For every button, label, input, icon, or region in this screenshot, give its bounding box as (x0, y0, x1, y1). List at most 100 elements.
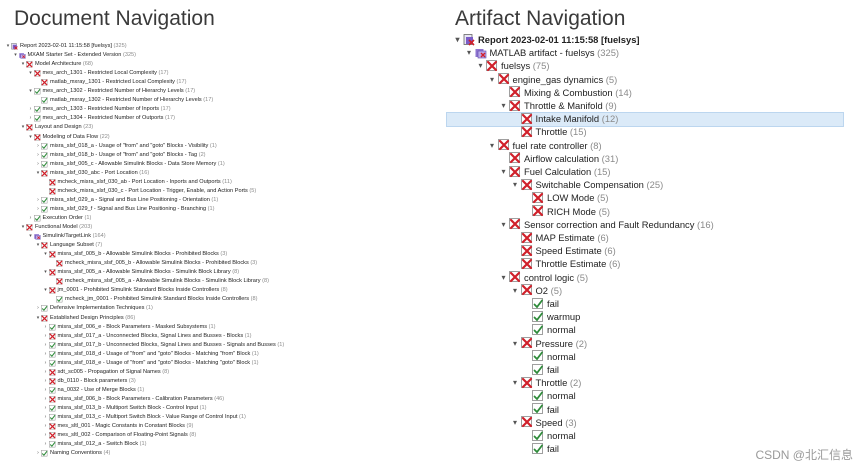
tree-node[interactable]: MAP Estimate (6) (510, 231, 609, 244)
tree-node[interactable]: ▾ Model Architecture (68) (20, 60, 93, 69)
tree-node[interactable]: normal (521, 389, 578, 402)
tree-node[interactable]: ▾ mes_arch_1301 - Restricted Local Comple… (28, 69, 168, 78)
tree-node[interactable]: › sdt_sc005 - Propagation of Signal Names… (43, 368, 169, 377)
tree-node[interactable]: ▾ Report 2023-02-01 11:15:58 [fuelsys] (452, 33, 642, 46)
collapsed-chevron-icon[interactable]: › (29, 106, 32, 113)
tree-node[interactable]: Mixing & Combustion (14) (498, 86, 632, 99)
expanded-chevron-icon[interactable]: ▾ (501, 167, 506, 177)
expanded-chevron-icon[interactable]: ▾ (29, 133, 32, 140)
tree-node[interactable]: fail (521, 442, 562, 455)
collapsed-chevron-icon[interactable]: › (29, 214, 32, 221)
expanded-chevron-icon[interactable]: ▾ (44, 287, 47, 294)
tree-node[interactable]: › misra_slsf_029_f - Signal and Bus Line … (35, 205, 215, 214)
collapsed-chevron-icon[interactable]: › (44, 350, 47, 357)
tree-node[interactable]: Throttle Estimate (6) (510, 257, 620, 270)
tree-node[interactable]: › misra_slsf_018_d - Usage of "from" and … (43, 350, 259, 359)
expanded-chevron-icon[interactable]: ▾ (512, 417, 517, 427)
tree-node[interactable]: warmup (521, 310, 583, 323)
collapsed-chevron-icon[interactable]: › (44, 395, 47, 402)
tree-node[interactable]: ▾ misra_slsf_005_a - Allowable Simulink B… (43, 268, 239, 277)
expanded-chevron-icon[interactable]: ▾ (512, 180, 517, 190)
tree-node[interactable]: › Execution Order (1) (28, 214, 91, 223)
tree-node[interactable]: ▾ fuel rate controller (8) (487, 139, 602, 152)
tree-node[interactable]: ▾ Simulink/TargetLink (164) (28, 232, 106, 241)
tree-node[interactable]: normal (521, 323, 578, 336)
tree-node[interactable]: ▾ misra_slsf_005_b - Allowable Simulink B… (43, 250, 227, 259)
tree-node[interactable]: mcheck_misra_slsf_005_b - Allowable Simu… (50, 259, 257, 268)
collapsed-chevron-icon[interactable]: › (44, 386, 47, 393)
tree-node[interactable]: fail (521, 363, 562, 376)
collapsed-chevron-icon[interactable]: › (44, 368, 47, 375)
expanded-chevron-icon[interactable]: ▾ (501, 219, 506, 229)
tree-node[interactable]: ▾ Established Design Principles (86) (35, 314, 135, 323)
expanded-chevron-icon[interactable]: ▾ (478, 61, 483, 71)
expanded-chevron-icon[interactable]: ▾ (512, 378, 517, 388)
tree-node[interactable]: mcheck_misra_slsf_030_ab - Port Location… (43, 178, 232, 187)
collapsed-chevron-icon[interactable]: › (37, 160, 39, 167)
collapsed-chevron-icon[interactable]: › (44, 414, 47, 421)
tree-node[interactable]: ▾ Report 2023-02-01 11:15:58 [fuelsys] (3… (5, 42, 127, 51)
tree-node[interactable]: ▾ Throttle & Manifold (9) (498, 99, 617, 112)
tree-node[interactable]: ▾ MATLAB artifact - fuelsys (325) (464, 46, 619, 59)
tree-node[interactable]: › misra_slsf_005_c - Allowable Simulink B… (35, 160, 225, 169)
tree-node[interactable]: normal (521, 350, 578, 363)
collapsed-chevron-icon[interactable]: › (44, 341, 47, 348)
tree-node[interactable]: normal (521, 429, 578, 442)
collapsed-chevron-icon[interactable]: › (44, 423, 47, 430)
tree-node[interactable]: ▾ MXAM Starter Set - Extended Version (32… (13, 51, 136, 60)
tree-node[interactable]: ▾ Functional Model (203) (20, 223, 92, 232)
tree-node[interactable]: RICH Mode (5) (521, 205, 610, 218)
tree-node[interactable]: ▾ Switchable Compensation (25) (510, 178, 663, 191)
tree-node[interactable]: Speed Estimate (6) (510, 244, 616, 257)
tree-node[interactable]: fail (521, 297, 562, 310)
expanded-chevron-icon[interactable]: ▾ (501, 272, 506, 282)
tree-node[interactable]: ▾ fuelsys (75) (475, 59, 549, 72)
expanded-chevron-icon[interactable]: ▾ (501, 101, 506, 111)
tree-node[interactable]: ▾ Speed (3) (510, 416, 577, 429)
collapsed-chevron-icon[interactable]: › (44, 323, 47, 330)
tree-node[interactable]: › misra_slsf_017_a - Unconnected Blocks, … (43, 332, 252, 341)
tree-node[interactable]: › mes_arch_1303 - Restricted Number of In… (28, 105, 171, 114)
tree-node[interactable]: › mes_arch_1304 - Restricted Number of Ou… (28, 114, 175, 123)
tree-node[interactable]: ▾ Pressure (2) (510, 337, 587, 350)
collapsed-chevron-icon[interactable]: › (29, 115, 32, 122)
tree-node[interactable]: › misra_slsf_018_a - Usage of "from" and … (35, 142, 217, 151)
tree-node[interactable]: ▾ control logic (5) (498, 271, 588, 284)
expanded-chevron-icon[interactable]: ▾ (29, 70, 32, 77)
expanded-chevron-icon[interactable]: ▾ (36, 314, 40, 321)
tree-node[interactable]: mcheck_misra_slsf_005_a - Allowable Simu… (50, 277, 269, 286)
expanded-chevron-icon[interactable]: ▾ (6, 43, 10, 50)
tree-node[interactable]: LOW Mode (5) (521, 191, 609, 204)
tree-node[interactable]: › mes_sltl_002 - Comparison of Floating-P… (43, 431, 196, 440)
tree-node[interactable]: ▾ Modeling of Data Flow (22) (28, 133, 110, 142)
collapsed-chevron-icon[interactable]: › (37, 450, 39, 457)
tree-node[interactable]: Airflow calculation (31) (498, 152, 618, 165)
expanded-chevron-icon[interactable]: ▾ (512, 285, 517, 295)
tree-node[interactable]: ▾ jm_0001 - Prohibited Simulink Standard … (43, 286, 228, 295)
tree-node[interactable]: › Naming Conventions (4) (35, 449, 110, 458)
expanded-chevron-icon[interactable]: ▾ (36, 169, 40, 176)
expanded-chevron-icon[interactable]: ▾ (21, 224, 25, 231)
expanded-chevron-icon[interactable]: ▾ (489, 140, 494, 150)
tree-node[interactable]: ▾ Layout and Design (23) (20, 123, 93, 132)
tree-node[interactable]: › misra_slsf_012_a - Switch Block (1) (43, 440, 146, 449)
expanded-chevron-icon[interactable]: ▾ (512, 338, 517, 348)
tree-node[interactable]: ▾ O2 (5) (510, 284, 562, 297)
tree-node[interactable]: ▾ engine_gas dynamics (5) (487, 73, 617, 86)
tree-node[interactable]: mcheck_misra_slsf_030_c - Port Location … (43, 187, 256, 196)
tree-node[interactable]: mcheck_jm_0001 - Prohibited Simulink Sta… (50, 295, 257, 304)
tree-node[interactable]: ▾ misra_slsf_030_abc - Port Location (16) (35, 169, 149, 178)
tree-node[interactable]: Throttle (15) (510, 125, 587, 138)
expanded-chevron-icon[interactable]: ▾ (21, 124, 25, 131)
expanded-chevron-icon[interactable]: ▾ (44, 251, 47, 258)
collapsed-chevron-icon[interactable]: › (37, 142, 39, 149)
tree-node[interactable]: ▾ Language Subset (7) (35, 241, 102, 250)
tree-node[interactable]: › misra_slsf_018_e - Usage of "from" and … (43, 359, 258, 368)
tree-node[interactable]: ▾ Fuel Calculation (15) (498, 165, 611, 178)
collapsed-chevron-icon[interactable]: › (44, 377, 47, 384)
tree-node[interactable]: › mes_sltl_001 - Magic Constants in Const… (43, 422, 193, 431)
tree-node[interactable]: ▾ mes_arch_1302 - Restricted Number of Hi… (28, 87, 195, 96)
tree-node[interactable]: › misra_slsf_018_b - Usage of "from" and … (35, 151, 206, 160)
tree-node[interactable]: › misra_slsf_006_e - Block Parameters - M… (43, 323, 215, 332)
collapsed-chevron-icon[interactable]: › (44, 432, 47, 439)
